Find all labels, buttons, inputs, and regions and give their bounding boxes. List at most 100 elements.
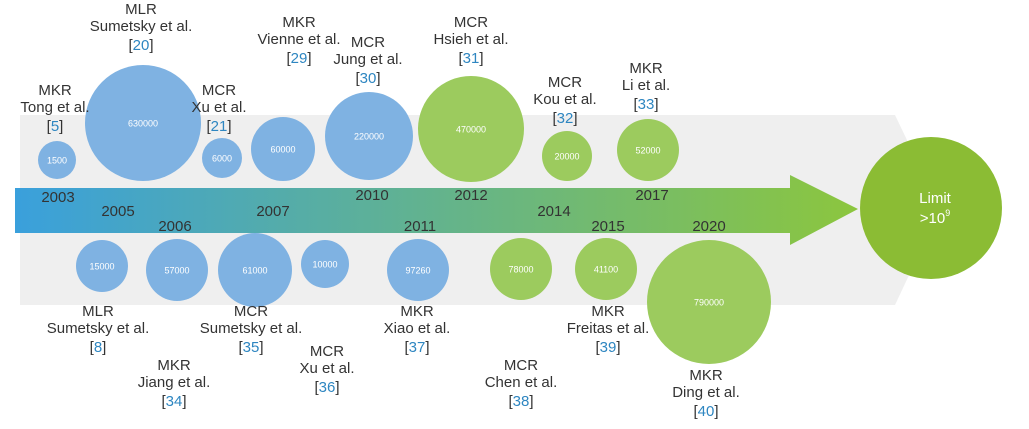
bubble-value: 220000 [354,132,384,142]
bubble-value: 61000 [242,266,267,276]
reference-number: 31 [463,50,480,67]
year-label: 2003 [41,189,74,206]
year-label: 2017 [635,187,668,204]
reference-label: [38] [508,393,533,410]
bubble-value: 6000 [212,154,232,164]
year-label: 2014 [537,203,570,220]
reference-number: 30 [360,70,377,87]
resonator-type: MCR [454,14,488,31]
bubble-value: 1500 [47,156,67,166]
top-bubble [202,138,242,178]
bubble-value: 630000 [128,119,158,129]
author-label: Sumetsky et al. [47,320,150,337]
reference-label: [21] [206,118,231,135]
resonator-type: MCR [234,303,268,320]
bottom-bubble [575,238,637,300]
author-label: Xu et al. [191,99,246,116]
reference-label: [33] [633,96,658,113]
resonator-type: MCR [548,74,582,91]
reference-label: [35] [238,339,263,356]
year-label: 2020 [692,218,725,235]
author-label: Sumetsky et al. [200,320,303,337]
limit-exponent: 9 [945,208,950,218]
reference-number: 5 [51,118,59,135]
reference-label: [32] [552,110,577,127]
limit-circle [860,137,1002,279]
reference-number: 35 [243,339,260,356]
reference-number: 32 [557,110,574,127]
timeline-arrow [15,175,858,245]
author-label: Sumetsky et al. [90,18,193,35]
resonator-type: MKR [157,357,191,374]
reference-label: [37] [404,339,429,356]
bubble-value: 41100 [594,265,618,275]
resonator-type: MLR [82,303,114,320]
limit-value: >109 [920,208,950,227]
author-label: Tong et al. [20,99,89,116]
author-label: Chen et al. [485,374,558,391]
author-label: Xiao et al. [384,320,451,337]
year-label: 2012 [454,187,487,204]
author-label: Xu et al. [299,360,354,377]
resonator-type: MCR [310,343,344,360]
reference-label: [36] [314,379,339,396]
reference-label: [31] [458,50,483,67]
resonator-type: MLR [125,1,157,18]
reference-number: 38 [513,393,530,410]
top-bubble [617,119,679,181]
reference-number: 39 [600,339,617,356]
author-label: Freitas et al. [567,320,650,337]
reference-label: [29] [286,50,311,67]
author-label: Li et al. [622,77,670,94]
bottom-bubble [76,240,128,292]
reference-number: 20 [133,37,150,54]
reference-number: 8 [94,339,102,356]
author-label: Ding et al. [672,384,740,401]
resonator-type: MKR [629,60,663,77]
bubble-value: 470000 [456,125,486,135]
bubble-value: 790000 [694,298,724,308]
reference-number: 34 [166,393,183,410]
bubble-value: 10000 [312,260,337,270]
resonator-type: MKR [282,14,316,31]
bubble-value: 60000 [270,145,295,155]
year-label: 2006 [158,218,191,235]
year-labels: 2003 2005 2006 2007 2010 2011 2012 2014 2015 2017… [41,187,725,235]
reference-number: 29 [291,50,308,67]
limit-group: Limit >109 [860,137,1002,279]
author-label: Hsieh et al. [433,31,508,48]
year-label: 2015 [591,218,624,235]
resonator-type: MKR [689,367,723,384]
resonator-type: MKR [591,303,625,320]
author-label: Jung et al. [333,51,402,68]
bottom-bubble [301,240,349,288]
reference-label: [40] [693,403,718,420]
reference-label: [5] [47,118,64,135]
resonator-type: MCR [504,357,538,374]
resonator-type: MKR [38,82,72,99]
bubble-value: 20000 [554,152,579,162]
bubble-value: 15000 [89,262,114,272]
top-bubble [325,92,413,180]
bottom-bubble [218,233,292,307]
year-label: 2011 [404,218,436,235]
bottom-bubble [387,239,449,301]
limit-label: Limit [919,190,952,207]
bottom-bubble [490,238,552,300]
bottom-bubble [146,239,208,301]
reference-label: [20] [128,37,153,54]
reference-number: 37 [409,339,426,356]
year-label: 2010 [355,187,388,204]
reference-label: [39] [595,339,620,356]
year-label: 2005 [101,203,134,220]
bubble-value: 78000 [508,265,533,275]
reference-number: 40 [698,403,715,420]
resonator-type: MCR [351,34,385,51]
reference-number: 36 [319,379,336,396]
reference-number: 21 [211,118,228,135]
top-bubble [85,65,201,181]
top-bubble [542,131,592,181]
limit-value-prefix: >10 [920,210,945,227]
